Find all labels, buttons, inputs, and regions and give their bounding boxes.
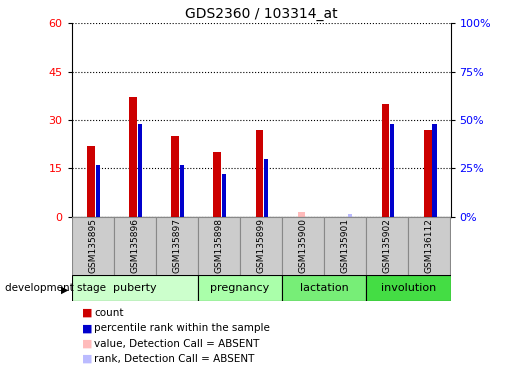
Text: GSM135896: GSM135896 [130,218,139,273]
Text: GSM136112: GSM136112 [425,218,434,273]
Bar [366,275,450,301]
Text: GSM135900: GSM135900 [298,218,307,273]
Bar [282,275,366,301]
Bar [129,98,137,217]
Text: involution: involution [381,283,436,293]
Text: ■: ■ [82,308,93,318]
Text: rank, Detection Call = ABSENT: rank, Detection Call = ABSENT [94,354,255,364]
Bar [366,217,409,275]
Text: GSM135898: GSM135898 [215,218,224,273]
Bar [432,124,437,217]
Text: percentile rank within the sample: percentile rank within the sample [94,323,270,333]
Text: ■: ■ [82,354,93,364]
Text: GSM135899: GSM135899 [257,218,266,273]
Text: value, Detection Call = ABSENT: value, Detection Call = ABSENT [94,339,260,349]
Bar [409,217,450,275]
Text: ■: ■ [82,339,93,349]
Bar [240,217,282,275]
Bar [72,217,113,275]
Bar [198,275,282,301]
Text: pregnancy: pregnancy [210,283,270,293]
Bar [180,165,184,217]
Text: count: count [94,308,124,318]
Text: lactation: lactation [300,283,349,293]
Bar [382,104,390,217]
Bar [282,217,324,275]
Text: ■: ■ [82,323,93,333]
Bar [171,136,179,217]
Bar [156,217,198,275]
Bar [222,174,226,217]
Bar [72,275,198,301]
Bar [264,159,268,217]
Text: GSM135897: GSM135897 [172,218,181,273]
Bar [390,124,394,217]
Bar [113,217,156,275]
Title: GDS2360 / 103314_at: GDS2360 / 103314_at [185,7,337,21]
Text: GSM135895: GSM135895 [88,218,97,273]
Bar [424,130,431,217]
Text: development stage: development stage [5,283,107,293]
Bar [95,165,100,217]
Bar [348,214,352,217]
Bar [198,217,240,275]
Bar [214,152,221,217]
Text: ▶: ▶ [61,285,68,295]
Text: GSM135902: GSM135902 [383,218,392,273]
Text: puberty: puberty [113,283,156,293]
Bar [255,130,263,217]
Bar [138,124,142,217]
Bar [298,212,305,217]
Bar [324,217,366,275]
Text: GSM135901: GSM135901 [341,218,350,273]
Bar [87,146,95,217]
